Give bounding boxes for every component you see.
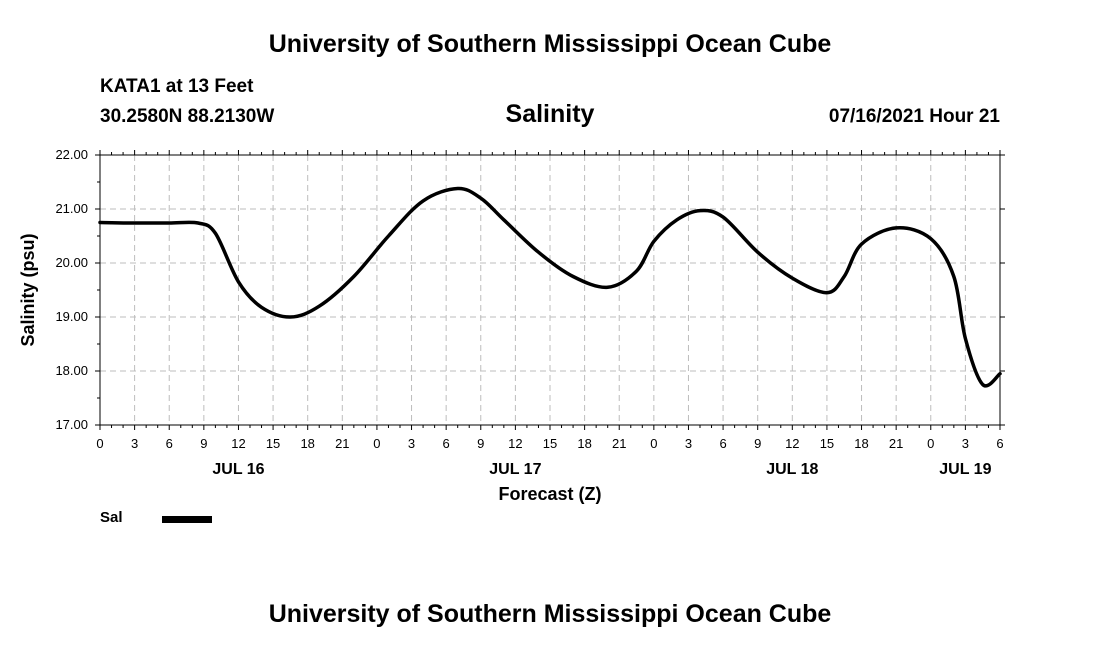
y-tick-label: 21.00 bbox=[55, 201, 88, 216]
x-tick-label: 21 bbox=[889, 436, 903, 451]
x-tick-label: 3 bbox=[131, 436, 138, 451]
date-label: JUL 19 bbox=[939, 461, 991, 478]
y-tick-label: 19.00 bbox=[55, 309, 88, 324]
x-tick-label: 3 bbox=[685, 436, 692, 451]
x-tick-label: 6 bbox=[719, 436, 726, 451]
x-tick-label: 15 bbox=[266, 436, 280, 451]
x-tick-label: 18 bbox=[300, 436, 314, 451]
y-tick-label: 17.00 bbox=[55, 417, 88, 432]
chart-title: Salinity bbox=[505, 100, 595, 128]
x-tick-label: 9 bbox=[754, 436, 761, 451]
y-axis-label: Salinity (psu) bbox=[18, 233, 38, 346]
x-tick-label: 9 bbox=[477, 436, 484, 451]
x-tick-label: 21 bbox=[612, 436, 626, 451]
bottom-title: University of Southern Mississippi Ocean… bbox=[268, 600, 832, 628]
x-tick-label: 9 bbox=[200, 436, 207, 451]
x-tick-label: 6 bbox=[443, 436, 450, 451]
series-line-sal bbox=[98, 186, 1002, 388]
x-tick-label: 18 bbox=[854, 436, 868, 451]
x-axis-label: Forecast (Z) bbox=[498, 484, 601, 504]
grid-lines bbox=[100, 155, 1000, 425]
x-tick-label: 15 bbox=[543, 436, 557, 451]
station-label: KATA1 at 13 Feet bbox=[100, 76, 254, 97]
x-tick-label: 3 bbox=[408, 436, 415, 451]
axis-ticks: 17.00 18.00 19.00 20.00 21.00 22.00 0 3 6 9 12 15 18… bbox=[55, 147, 1005, 478]
y-tick-label: 22.00 bbox=[55, 147, 88, 162]
y-tick-label: 18.00 bbox=[55, 363, 88, 378]
x-tick-label: 12 bbox=[231, 436, 245, 451]
x-tick-label: 18 bbox=[577, 436, 591, 451]
x-tick-label: 6 bbox=[996, 436, 1003, 451]
x-tick-label: 3 bbox=[962, 436, 969, 451]
x-tick-label: 0 bbox=[927, 436, 934, 451]
date-label: JUL 16 bbox=[212, 461, 264, 478]
legend-swatch bbox=[162, 516, 212, 523]
top-title: University of Southern Mississippi Ocean… bbox=[268, 30, 832, 58]
station-coordinates: 30.2580N 88.2130W bbox=[100, 106, 275, 127]
x-tick-label: 0 bbox=[96, 436, 103, 451]
date-label: JUL 17 bbox=[489, 461, 541, 478]
date-label: JUL 18 bbox=[766, 461, 818, 478]
x-tick-label: 12 bbox=[508, 436, 522, 451]
x-tick-label: 21 bbox=[335, 436, 349, 451]
x-tick-label: 6 bbox=[166, 436, 173, 451]
x-tick-label: 0 bbox=[373, 436, 380, 451]
x-tick-label: 12 bbox=[785, 436, 799, 451]
forecast-run-time: 07/16/2021 Hour 21 bbox=[828, 106, 1000, 127]
y-tick-label: 20.00 bbox=[55, 255, 88, 270]
x-tick-label: 15 bbox=[820, 436, 834, 451]
x-tick-label: 0 bbox=[650, 436, 657, 451]
legend-label: Sal bbox=[100, 509, 123, 526]
